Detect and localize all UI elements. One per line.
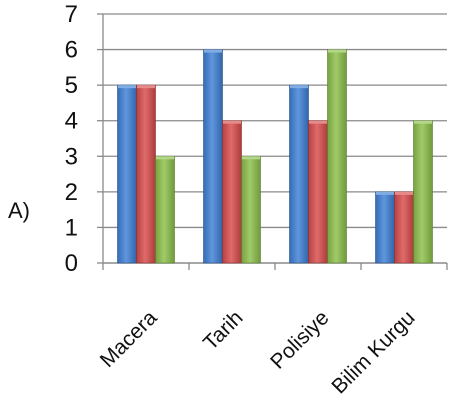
x-category-label: Tarih — [199, 306, 247, 354]
y-tick-label: 1 — [65, 214, 78, 241]
bar-macera-series-3 — [155, 155, 175, 264]
y-tick-label: 4 — [65, 108, 78, 135]
y-tick-label: 0 — [65, 250, 78, 277]
bar-tarih-series-2 — [222, 120, 242, 264]
bar-macera-series-2 — [136, 84, 156, 264]
bar-top-highlight — [118, 85, 136, 89]
bar-top-highlight — [309, 120, 327, 124]
bar-top-highlight — [395, 191, 413, 195]
bar-top-highlight — [328, 49, 346, 53]
bar-top-highlight — [376, 191, 394, 195]
bar-top-highlight — [242, 156, 260, 160]
bar-top-highlight — [204, 49, 222, 53]
x-category-label: Bilim Kurgu — [327, 306, 419, 398]
y-tick-label: 5 — [65, 72, 78, 99]
bar-top-highlight — [137, 85, 155, 89]
bar-top-highlight — [223, 120, 241, 124]
bar-tarih-series-1 — [203, 49, 223, 264]
bar-bilim-kurgu-series-1 — [375, 191, 395, 264]
bar-macera-series-1 — [117, 84, 137, 264]
bar-polisiye-series-2 — [308, 120, 328, 264]
y-tick-labels: 0 1 2 3 4 5 6 7 — [65, 1, 78, 277]
bar-polisiye-series-3 — [327, 49, 347, 264]
bar-polisiye-series-1 — [289, 84, 309, 264]
bar-bilim-kurgu-series-3 — [413, 120, 433, 264]
x-category-label: Polisiye — [266, 306, 333, 373]
bar-bilim-kurgu-series-2 — [394, 191, 414, 264]
option-label: A) — [8, 198, 30, 223]
bar-tarih-series-3 — [241, 155, 261, 264]
bar-top-highlight — [156, 156, 174, 160]
y-tick-label: 3 — [65, 143, 78, 170]
bar-top-highlight — [414, 120, 432, 124]
y-tick-label: 6 — [65, 37, 78, 64]
x-category-label: Macera — [96, 306, 162, 372]
bar-top-highlight — [290, 85, 308, 89]
y-tick-label: 2 — [65, 179, 78, 206]
y-tick-label: 7 — [65, 1, 78, 28]
bars — [117, 49, 433, 264]
